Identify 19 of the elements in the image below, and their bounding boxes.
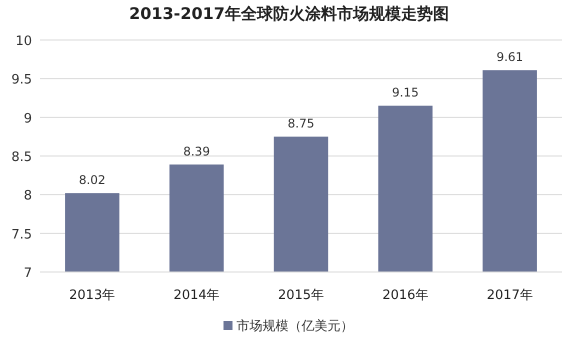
x-tick-label: 2014年 [174, 288, 220, 303]
x-tick-label: 2017年 [486, 288, 533, 303]
y-tick-label: 9 [24, 111, 32, 126]
legend-label: 市场规模（亿美元） [236, 318, 354, 334]
y-tick-label: 7 [24, 266, 32, 281]
title: 2013-2017年全球防火涂料市场规模走势图 [129, 4, 449, 23]
y-tick-label: 9.5 [11, 72, 32, 88]
x-tick-label: 2013年 [69, 288, 116, 303]
x-tick-label: 2016年 [382, 288, 428, 303]
data-label: 8.02 [78, 173, 106, 188]
y-tick-label: 10 [15, 34, 32, 49]
x-tick-label: 2015年 [278, 288, 324, 303]
data-label: 9.15 [392, 86, 419, 100]
data-label: 8.39 [183, 144, 210, 159]
y-tick-label: 8.5 [11, 150, 32, 165]
y-tick-label: 8 [24, 188, 32, 204]
y-tick-label: 7.5 [11, 227, 32, 242]
data-label: 8.75 [288, 116, 314, 131]
data-label: 9.61 [496, 50, 524, 64]
